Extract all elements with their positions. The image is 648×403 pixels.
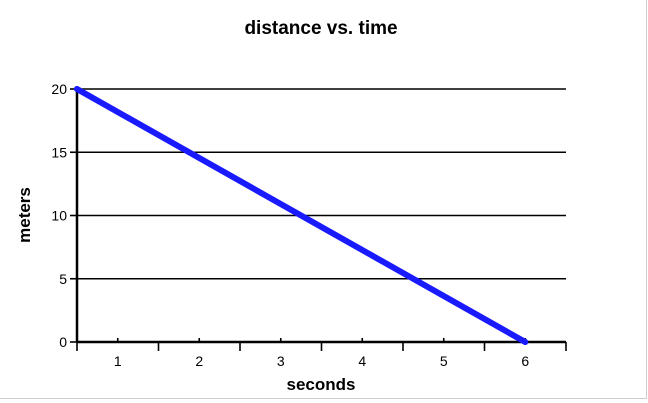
- gridlines: [77, 88, 566, 280]
- x-tick-label-3: 3: [277, 353, 285, 369]
- chart-title: distance vs. time: [244, 18, 397, 39]
- y-axis-label: meters: [15, 187, 34, 243]
- x-axis-label: seconds: [287, 375, 356, 394]
- y-tick-label-15: 15: [51, 144, 67, 160]
- x-tick-label-4: 4: [358, 353, 366, 369]
- x-tick-label-1: 1: [114, 353, 122, 369]
- tick-labels: 0 5 10 15 20 1 2 3 4 5 6: [51, 81, 529, 369]
- y-tick-label-20: 20: [51, 81, 67, 97]
- series-0-point-1: [522, 339, 529, 345]
- series-layer: [74, 86, 529, 345]
- y-tick-label-10: 10: [51, 208, 67, 224]
- x-tick-label-5: 5: [440, 353, 448, 369]
- y-tick-label-5: 5: [59, 271, 67, 287]
- x-tick-label-2: 2: [195, 353, 203, 369]
- axes: [70, 88, 567, 351]
- series-line-0: [74, 86, 529, 345]
- y-tick-label-0: 0: [59, 334, 67, 350]
- series-0-point-0: [74, 86, 80, 92]
- x-tick-label-6: 6: [521, 353, 529, 369]
